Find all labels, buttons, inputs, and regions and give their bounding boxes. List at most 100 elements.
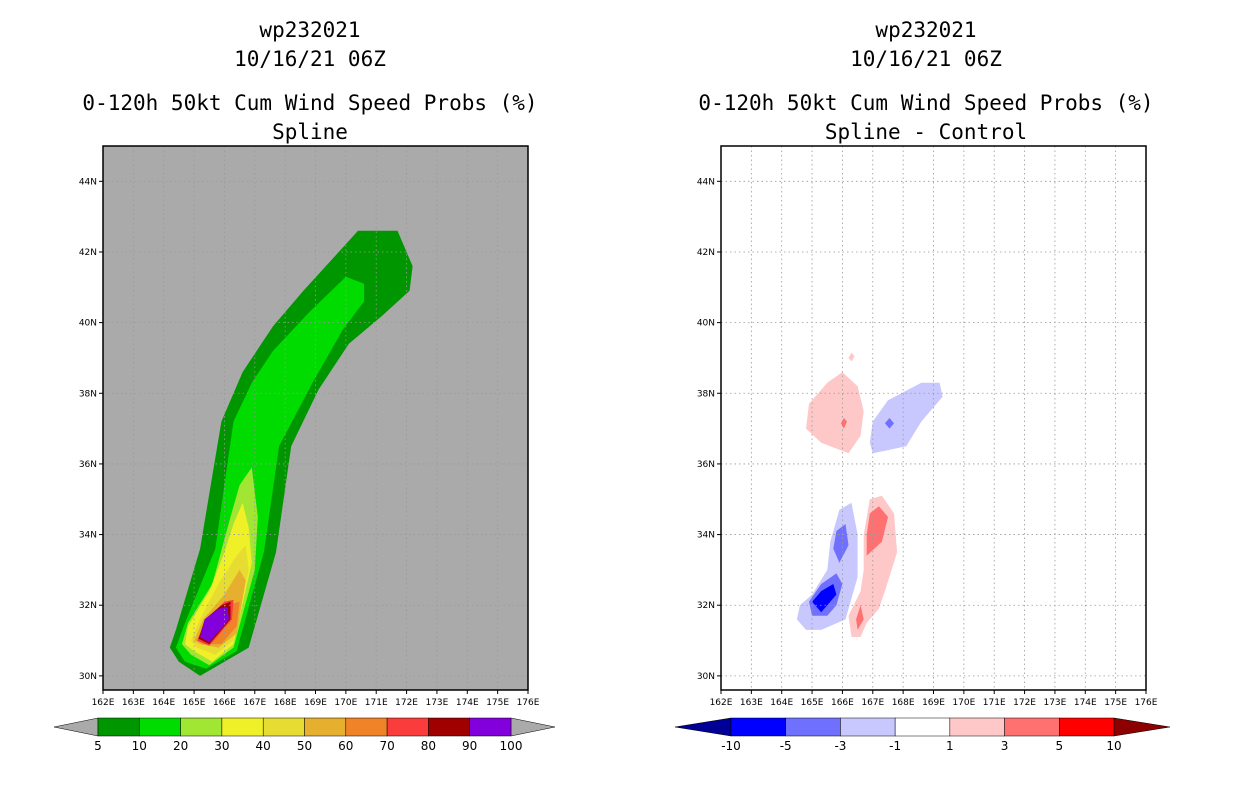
left-colorbar-label: 20: [173, 739, 188, 753]
left-x-tick-label: 175E: [486, 698, 509, 708]
right-colorbar-label: -10: [721, 739, 741, 753]
left-chart-title: 0-120h 50kt Cum Wind Speed Probs (%): [82, 91, 538, 115]
left-x-tick-label: 163E: [122, 698, 145, 708]
left-storm-id: wp232021: [259, 18, 361, 42]
left-colorbar-low-arrow: [53, 717, 99, 737]
right-y-tick-label: 42N: [697, 248, 715, 258]
right-x-tick-label: 171E: [983, 698, 1006, 708]
right-colorbar-label: 10: [1106, 739, 1121, 753]
left-x-tick-label: 170E: [334, 698, 357, 708]
right-x-tick-label: 174E: [1074, 698, 1097, 708]
right-colorbar-label: -3: [834, 739, 846, 753]
left-colorbar-high-arrow: [510, 717, 556, 737]
right-x-tick-label: 169E: [922, 698, 945, 708]
right-contour-11: [812, 584, 837, 613]
right-chart-title: 0-120h 50kt Cum Wind Speed Probs (%): [698, 91, 1154, 115]
left-x-tick-label: 162E: [92, 698, 115, 708]
left-colorbar-swatch: [180, 717, 223, 737]
left-y-tick-label: 44N: [79, 177, 97, 187]
left-colorbar-swatch: [221, 717, 264, 737]
left-x-tick-label: 164E: [152, 698, 175, 708]
right-contour-1: [848, 352, 855, 362]
left-colorbar-swatch: [386, 717, 429, 737]
right-contour-2: [848, 495, 898, 637]
left-colorbar-label: 90: [462, 739, 477, 753]
left-contour-9: [200, 607, 229, 643]
right-colorbar: -10 -5 -3 -1 1 3 5 10: [674, 717, 1171, 753]
left-colorbar-label: 100: [500, 739, 523, 753]
right-x-tick-label: 166E: [831, 698, 854, 708]
left-colorbar-label: 10: [132, 739, 147, 753]
right-colorbar-swatch: [1004, 717, 1060, 737]
right-contour-0: [806, 372, 864, 454]
right-colorbar-swatch: [785, 717, 841, 737]
left-x-tick-label: 172E: [395, 698, 418, 708]
right-colorbar-low-arrow: [674, 717, 732, 737]
right-colorbar-label: -1: [889, 739, 901, 753]
right-y-tick-label: 32N: [697, 601, 715, 611]
right-x-tick-label: 175E: [1104, 698, 1127, 708]
right-contour-6: [869, 382, 943, 454]
right-x-tick-label: 163E: [740, 698, 763, 708]
right-contour-10: [884, 418, 894, 429]
right-y-tick-label: 30N: [697, 672, 715, 682]
left-x-tick-label: 165E: [183, 698, 206, 708]
right-chart-subtitle: Spline - Control: [824, 120, 1028, 144]
right-storm-id: wp232021: [875, 18, 977, 42]
left-y-tick-label: 32N: [79, 601, 97, 611]
right-x-tick-label: 162E: [710, 698, 733, 708]
right-x-tick-label: 165E: [801, 698, 824, 708]
right-colorbar-label: 5: [1055, 739, 1063, 753]
left-colorbar-swatch: [97, 717, 140, 737]
right-x-tick-label: 176E: [1135, 698, 1158, 708]
left-colorbar: 5 10 20 30 40 50 60 70 80 90 100: [53, 717, 556, 753]
left-x-tick-label: 169E: [304, 698, 327, 708]
left-x-tick-label: 166E: [213, 698, 236, 708]
right-colorbar-swatch: [949, 717, 1005, 737]
left-colorbar-label: 5: [94, 739, 102, 753]
right-y-tick-label: 44N: [697, 177, 715, 187]
left-colorbar-label: 30: [214, 739, 229, 753]
right-colorbar-swatch: [730, 717, 786, 737]
left-x-tick-label: 173E: [425, 698, 448, 708]
left-y-tick-label: 38N: [79, 389, 97, 399]
left-x-tick-label: 167E: [243, 698, 266, 708]
left-x-tick-label: 176E: [517, 698, 540, 708]
left-colorbar-swatch: [345, 717, 388, 737]
right-y-tick-label: 40N: [697, 319, 715, 329]
left-colorbar-swatch: [428, 717, 470, 737]
right-x-tick-label: 172E: [1013, 698, 1036, 708]
right-colorbar-swatch: [1059, 717, 1115, 737]
left-datetime: 10/16/21 06Z: [234, 47, 386, 71]
left-y-tick-label: 40N: [79, 319, 97, 329]
right-colorbar-swatch: [840, 717, 896, 737]
right-contour-9: [833, 524, 849, 563]
left-colorbar-swatch: [139, 717, 181, 737]
right-y-tick-label: 36N: [697, 460, 715, 470]
right-colorbar-label: 3: [1001, 739, 1009, 753]
left-colorbar-label: 70: [379, 739, 394, 753]
left-y-tick-label: 30N: [79, 672, 97, 682]
left-colorbar-swatch: [304, 717, 347, 737]
left-colorbar-label: 60: [338, 739, 353, 753]
left-x-tick-label: 168E: [274, 698, 297, 708]
left-colorbar-label: 80: [421, 739, 436, 753]
left-colorbar-label: 40: [256, 739, 271, 753]
right-x-tick-label: 164E: [770, 698, 793, 708]
right-contour-3: [866, 506, 888, 556]
right-y-tick-label: 38N: [697, 389, 715, 399]
right-y-tick-label: 34N: [697, 531, 715, 541]
left-x-tick-label: 171E: [365, 698, 388, 708]
right-colorbar-label: 1: [946, 739, 954, 753]
right-x-tick-label: 173E: [1043, 698, 1066, 708]
right-contour-4: [856, 605, 864, 630]
right-x-tick-label: 167E: [861, 698, 884, 708]
left-colorbar-swatch: [469, 717, 512, 737]
left-colorbar-swatch: [262, 717, 305, 737]
right-colorbar-high-arrow: [1113, 717, 1171, 737]
left-colorbar-label: 50: [297, 739, 312, 753]
right-panel: 162E 163E 164E 165E 166E 167E 168E 169E 170E 171E…: [674, 145, 1171, 753]
right-colorbar-label: -5: [780, 739, 792, 753]
right-datetime: 10/16/21 06Z: [850, 47, 1002, 71]
